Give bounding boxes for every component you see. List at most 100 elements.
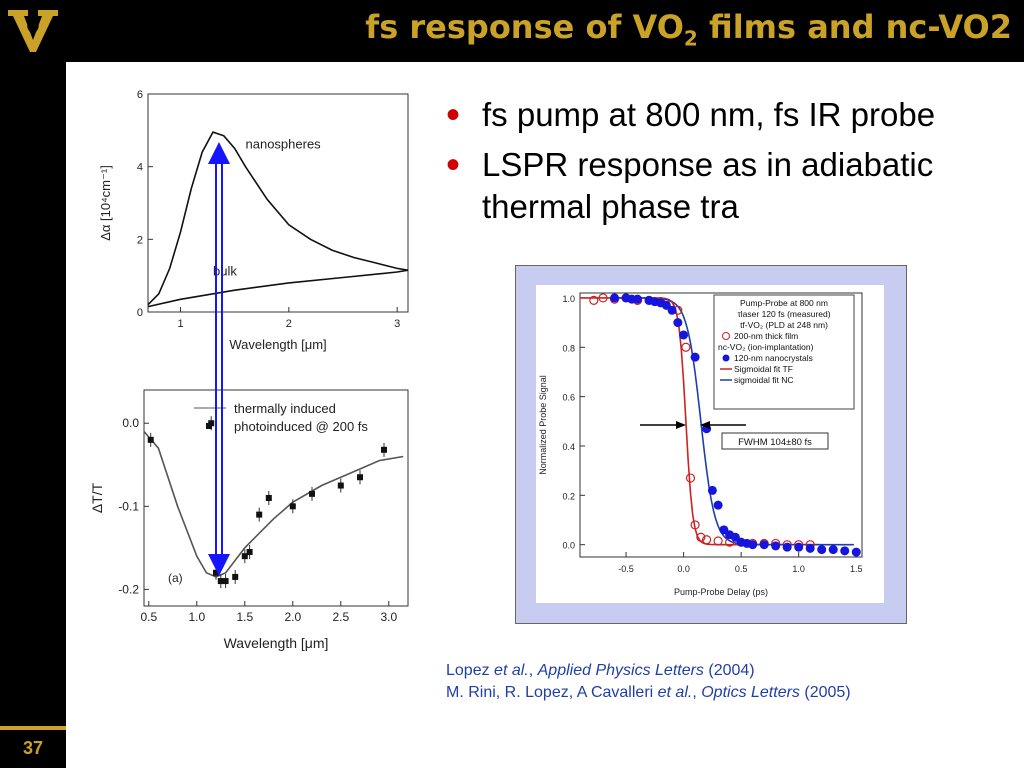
photoinduced-point (217, 578, 224, 585)
x-axis-label: Wavelength [μm] (229, 337, 326, 352)
chart-bg (86, 384, 420, 660)
bulk-line (147, 269, 409, 308)
bullet-text: LSPR response as in adiabatic thermal ph… (482, 146, 934, 225)
series-label: bulk (213, 264, 237, 279)
x-axis-label: Pump-Probe Delay (ps) (674, 587, 768, 597)
nanocrystal-point (828, 545, 838, 555)
x-tick-label: 3.0 (380, 610, 397, 624)
legend-label: 200-nm thick film (734, 331, 798, 341)
x-tick-label: 1.5 (850, 564, 863, 574)
x-tick-label: 1.0 (792, 564, 805, 574)
x-tick-label: 1.0 (188, 610, 205, 624)
chart-bg (86, 66, 420, 376)
nanocrystal-point (794, 542, 804, 552)
panel-label: (a) (168, 571, 183, 585)
photoinduced-point (289, 503, 296, 510)
x-tick-label: 1.5 (236, 610, 253, 624)
y-tick-label: -0.2 (118, 582, 139, 596)
thin-film-point (681, 342, 691, 352)
photoinduced-point (256, 511, 263, 518)
annotation-box (721, 432, 829, 450)
photoinduced-point (232, 573, 239, 580)
absorption-chart: 1 2 3 0 2 4 6 Wavelength [μm] Δα [10⁴cm⁻¹] nanosp… (86, 66, 420, 376)
photoinduced-point (147, 436, 154, 443)
legend-label: 120-nm nanocrystals (734, 353, 813, 363)
bullet-item: • LSPR response as in adiabatic thermal p… (446, 144, 1006, 228)
x-tick-label: 0.0 (677, 564, 690, 574)
cite-sep: , (528, 662, 538, 679)
nanocrystal-point (805, 543, 815, 553)
nanocrystal-point (667, 305, 677, 315)
y-tick-label: 0.0 (562, 541, 575, 551)
x-tick-label: 0.5 (735, 564, 748, 574)
legend-label: photoinduced @ 200 fs (234, 419, 368, 434)
photoinduced-point (265, 495, 272, 501)
x-axis-label: Wavelength [μm] (224, 635, 329, 651)
photoinduced-point (357, 474, 363, 481)
nanocrystal-point (690, 352, 700, 362)
slide-title: fs response of VO2 films and nc-VO2 (365, 8, 1012, 50)
nanocrystal-point (633, 294, 643, 304)
nanospheres-line (147, 131, 409, 306)
cite-sep: , (692, 684, 702, 701)
divider (0, 726, 66, 730)
cite-authors: M. Rini, R. Lopez, A Cavalleri (446, 684, 658, 701)
citation-line: M. Rini, R. Lopez, A Cavalleri et al., O… (446, 682, 851, 704)
cite-etal: et al. (657, 684, 693, 701)
legend-title: tf-VO₂ (PLD at 248 nm) (740, 320, 828, 330)
title-bar (0, 0, 1024, 62)
legend-box (713, 294, 855, 410)
cite-year: (2005) (799, 684, 851, 701)
nanocrystal-point (851, 547, 861, 557)
thin-film-point (598, 293, 608, 303)
y-tick-label: 2 (137, 234, 143, 246)
nanocrystal-point (817, 545, 827, 555)
double-arrow-overlay (208, 142, 230, 576)
nanocrystal-point (707, 485, 717, 495)
nanocrystal-point (748, 540, 758, 550)
y-tick-label: 6 (137, 89, 143, 101)
thin-film-point (696, 532, 706, 542)
nanocrystal-point (713, 500, 723, 510)
photoinduced-point (246, 549, 253, 555)
y-tick-label: -0.1 (118, 499, 139, 513)
x-tick-label: 2.0 (284, 610, 301, 624)
photoinduced-point (241, 553, 248, 560)
y-tick-label: 4 (137, 162, 143, 174)
legend-marker-icon (722, 354, 730, 362)
y-tick-label: 0.2 (562, 491, 575, 501)
legend-label: thermally induced (234, 401, 336, 416)
fwhm-annotation: FWHM 104±80 fs (738, 437, 812, 448)
photoinduced-point (381, 446, 387, 453)
photoinduced-point (337, 482, 344, 489)
nanocrystal-point (673, 318, 683, 328)
title-rest: films and nc-VO2 (697, 8, 1012, 46)
y-tick-label: 0.4 (562, 442, 575, 452)
x-tick-label: 2.5 (332, 610, 349, 624)
plot-frame (147, 93, 409, 313)
legend-label: nc-VO₂ (ion-implantation) (718, 342, 814, 352)
x-tick-label: 2 (286, 318, 292, 330)
photoinduced-point (309, 490, 315, 497)
bullet-item: • fs pump at 800 nm, fs IR probe (446, 94, 1006, 136)
y-tick-label: 0.0 (122, 416, 139, 430)
vanderbilt-v-logo-icon (8, 10, 58, 52)
thin-film-point (702, 535, 712, 545)
y-tick-label: 0.6 (562, 393, 575, 403)
legend-label: Sigmoidal fit TF (734, 364, 793, 374)
series-label: nanospheres (246, 137, 322, 152)
legend-title: Pump-Probe at 800 nm (740, 298, 828, 308)
nanocrystal-point (782, 542, 792, 552)
nanocrystal-point (759, 540, 769, 550)
nanocrystal-point (610, 293, 620, 303)
y-tick-label: 0.8 (562, 343, 575, 353)
y-axis-label: Normalized Probe Signal (538, 375, 548, 475)
slide-number: 37 (22, 738, 44, 758)
bullet-text: fs pump at 800 nm, fs IR probe (482, 96, 936, 133)
photoinduced-point (222, 578, 229, 585)
bullet-dot-icon: • (446, 143, 461, 187)
arrow-right-icon (676, 421, 686, 429)
title-subscript: 2 (683, 26, 698, 51)
plot-frame (579, 292, 863, 558)
